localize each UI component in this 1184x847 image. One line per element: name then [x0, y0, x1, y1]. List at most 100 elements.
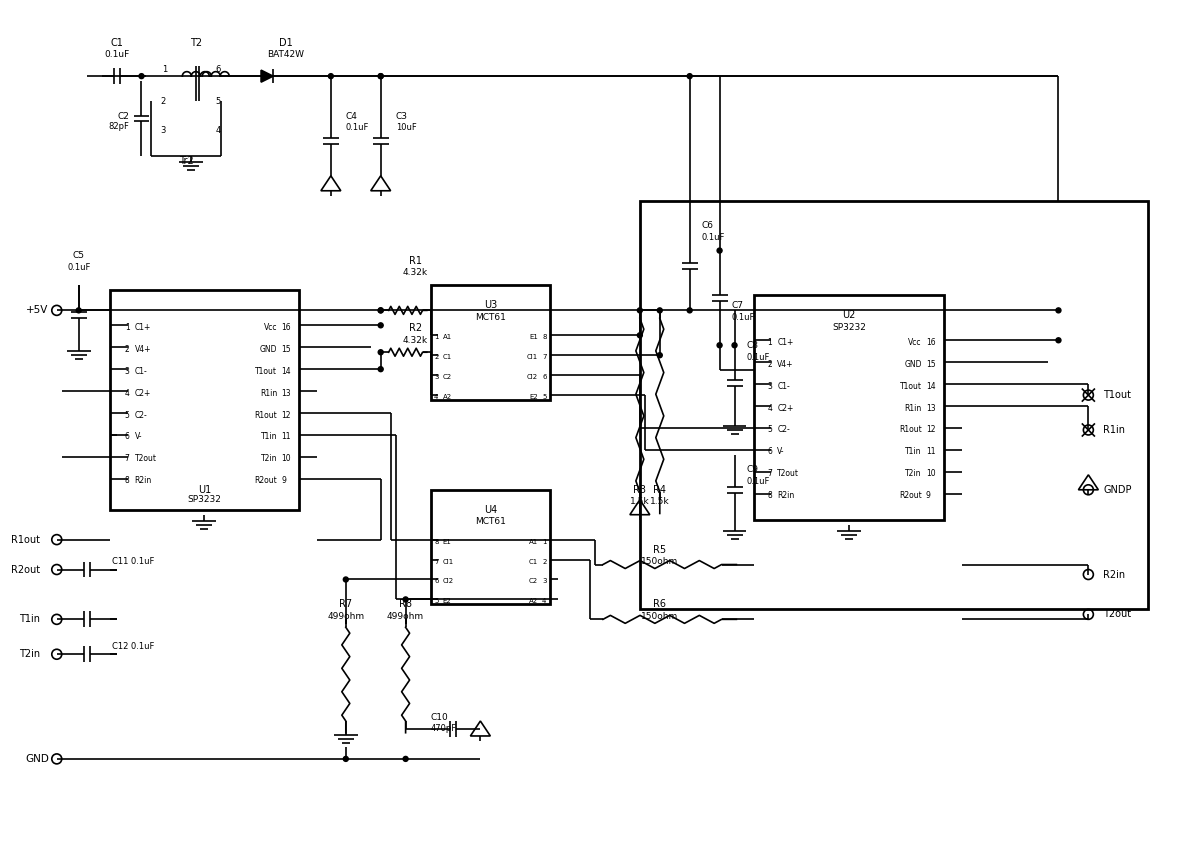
Text: MCT61: MCT61 [475, 518, 506, 526]
Circle shape [1056, 307, 1061, 313]
Text: R2out: R2out [11, 564, 40, 574]
Text: 4: 4 [215, 126, 221, 136]
Text: R3: R3 [633, 484, 646, 495]
Circle shape [378, 367, 384, 372]
Text: R2in: R2in [135, 476, 152, 485]
Text: 10uF: 10uF [395, 124, 417, 132]
Text: C1+: C1+ [135, 323, 150, 332]
Text: T1in: T1in [260, 433, 277, 441]
Text: 7: 7 [767, 469, 772, 479]
Text: 8: 8 [542, 335, 547, 340]
Text: C1-: C1- [135, 367, 147, 376]
Text: CI2: CI2 [443, 579, 453, 584]
Circle shape [343, 756, 348, 761]
Bar [754, 296, 944, 520]
Text: R1out: R1out [11, 534, 40, 545]
Text: C1: C1 [443, 354, 452, 360]
Text: SP3232: SP3232 [832, 323, 866, 332]
Text: 5: 5 [124, 411, 129, 419]
Text: GNDP: GNDP [1103, 484, 1132, 495]
Text: CI1: CI1 [443, 558, 453, 565]
Circle shape [687, 74, 693, 79]
Text: 0.1uF: 0.1uF [746, 478, 770, 486]
Text: 2: 2 [542, 558, 547, 565]
Text: 0.1uF: 0.1uF [732, 313, 755, 322]
Text: C9: C9 [746, 465, 759, 474]
Text: T2out: T2out [1103, 609, 1132, 619]
Text: 11: 11 [926, 447, 935, 457]
Circle shape [378, 307, 384, 313]
Circle shape [637, 333, 643, 338]
Text: 12: 12 [281, 411, 290, 419]
Text: 499ohm: 499ohm [387, 612, 424, 621]
Text: 1.5k: 1.5k [630, 497, 650, 507]
Text: C3: C3 [395, 112, 407, 120]
Text: Tr2: Tr2 [179, 156, 194, 166]
Text: 8: 8 [124, 476, 129, 485]
Circle shape [76, 307, 82, 313]
Text: E1: E1 [529, 335, 539, 340]
Text: 4: 4 [124, 389, 129, 397]
Text: 2: 2 [124, 345, 129, 354]
Text: R1out: R1out [899, 425, 922, 435]
Text: 5: 5 [435, 599, 438, 605]
Text: 0.1uF: 0.1uF [104, 50, 129, 58]
Circle shape [378, 307, 384, 313]
Text: V-: V- [778, 447, 785, 457]
Text: 4: 4 [435, 394, 438, 400]
Circle shape [378, 74, 384, 79]
Text: 3: 3 [124, 367, 129, 376]
Text: 0.1uF: 0.1uF [702, 233, 725, 242]
Text: 10: 10 [281, 454, 290, 463]
Text: 6: 6 [215, 64, 221, 74]
Text: A2: A2 [443, 394, 451, 400]
Text: GND: GND [259, 345, 277, 354]
Text: SP3232: SP3232 [187, 495, 221, 504]
Text: R1out: R1out [255, 411, 277, 419]
Text: R2in: R2in [1103, 569, 1126, 579]
Text: 8: 8 [767, 491, 772, 501]
Text: 0.1uF: 0.1uF [746, 352, 770, 362]
Text: R4: R4 [654, 484, 667, 495]
Text: 16: 16 [281, 323, 290, 332]
Circle shape [718, 343, 722, 348]
Text: 15: 15 [926, 360, 935, 368]
Circle shape [657, 352, 662, 357]
Text: C5: C5 [72, 251, 85, 260]
Circle shape [403, 597, 408, 602]
Circle shape [139, 74, 144, 79]
Text: T2in: T2in [19, 650, 40, 659]
Text: 82pF: 82pF [109, 123, 129, 131]
Text: 7: 7 [542, 354, 547, 360]
Text: C10: C10 [431, 712, 449, 722]
Text: CI2: CI2 [527, 374, 539, 380]
Text: 6: 6 [124, 433, 129, 441]
Text: 1: 1 [542, 539, 547, 545]
Text: C2-: C2- [778, 425, 790, 435]
Text: C4: C4 [346, 112, 358, 120]
Text: T2out: T2out [778, 469, 799, 479]
Text: T2in: T2in [260, 454, 277, 463]
Text: E2: E2 [529, 394, 539, 400]
Text: 4: 4 [767, 403, 772, 412]
Bar [431, 285, 551, 400]
Text: T1out: T1out [900, 382, 922, 390]
Text: C1+: C1+ [778, 338, 793, 346]
Text: T1out: T1out [255, 367, 277, 376]
Text: C11 0.1uF: C11 0.1uF [111, 557, 154, 566]
Circle shape [378, 74, 384, 79]
Circle shape [403, 756, 408, 761]
Text: R2out: R2out [255, 476, 277, 485]
Text: 8: 8 [435, 539, 438, 545]
Text: 4.32k: 4.32k [403, 268, 429, 277]
Text: 2: 2 [435, 354, 438, 360]
Text: 2: 2 [161, 97, 166, 106]
Text: 14: 14 [926, 382, 935, 390]
Text: U2: U2 [843, 310, 856, 320]
Text: 499ohm: 499ohm [327, 612, 365, 621]
Text: 3: 3 [542, 579, 547, 584]
Text: 1: 1 [162, 64, 167, 74]
Text: T1in: T1in [906, 447, 922, 457]
Text: A2: A2 [529, 599, 539, 605]
Text: 9: 9 [926, 491, 931, 501]
